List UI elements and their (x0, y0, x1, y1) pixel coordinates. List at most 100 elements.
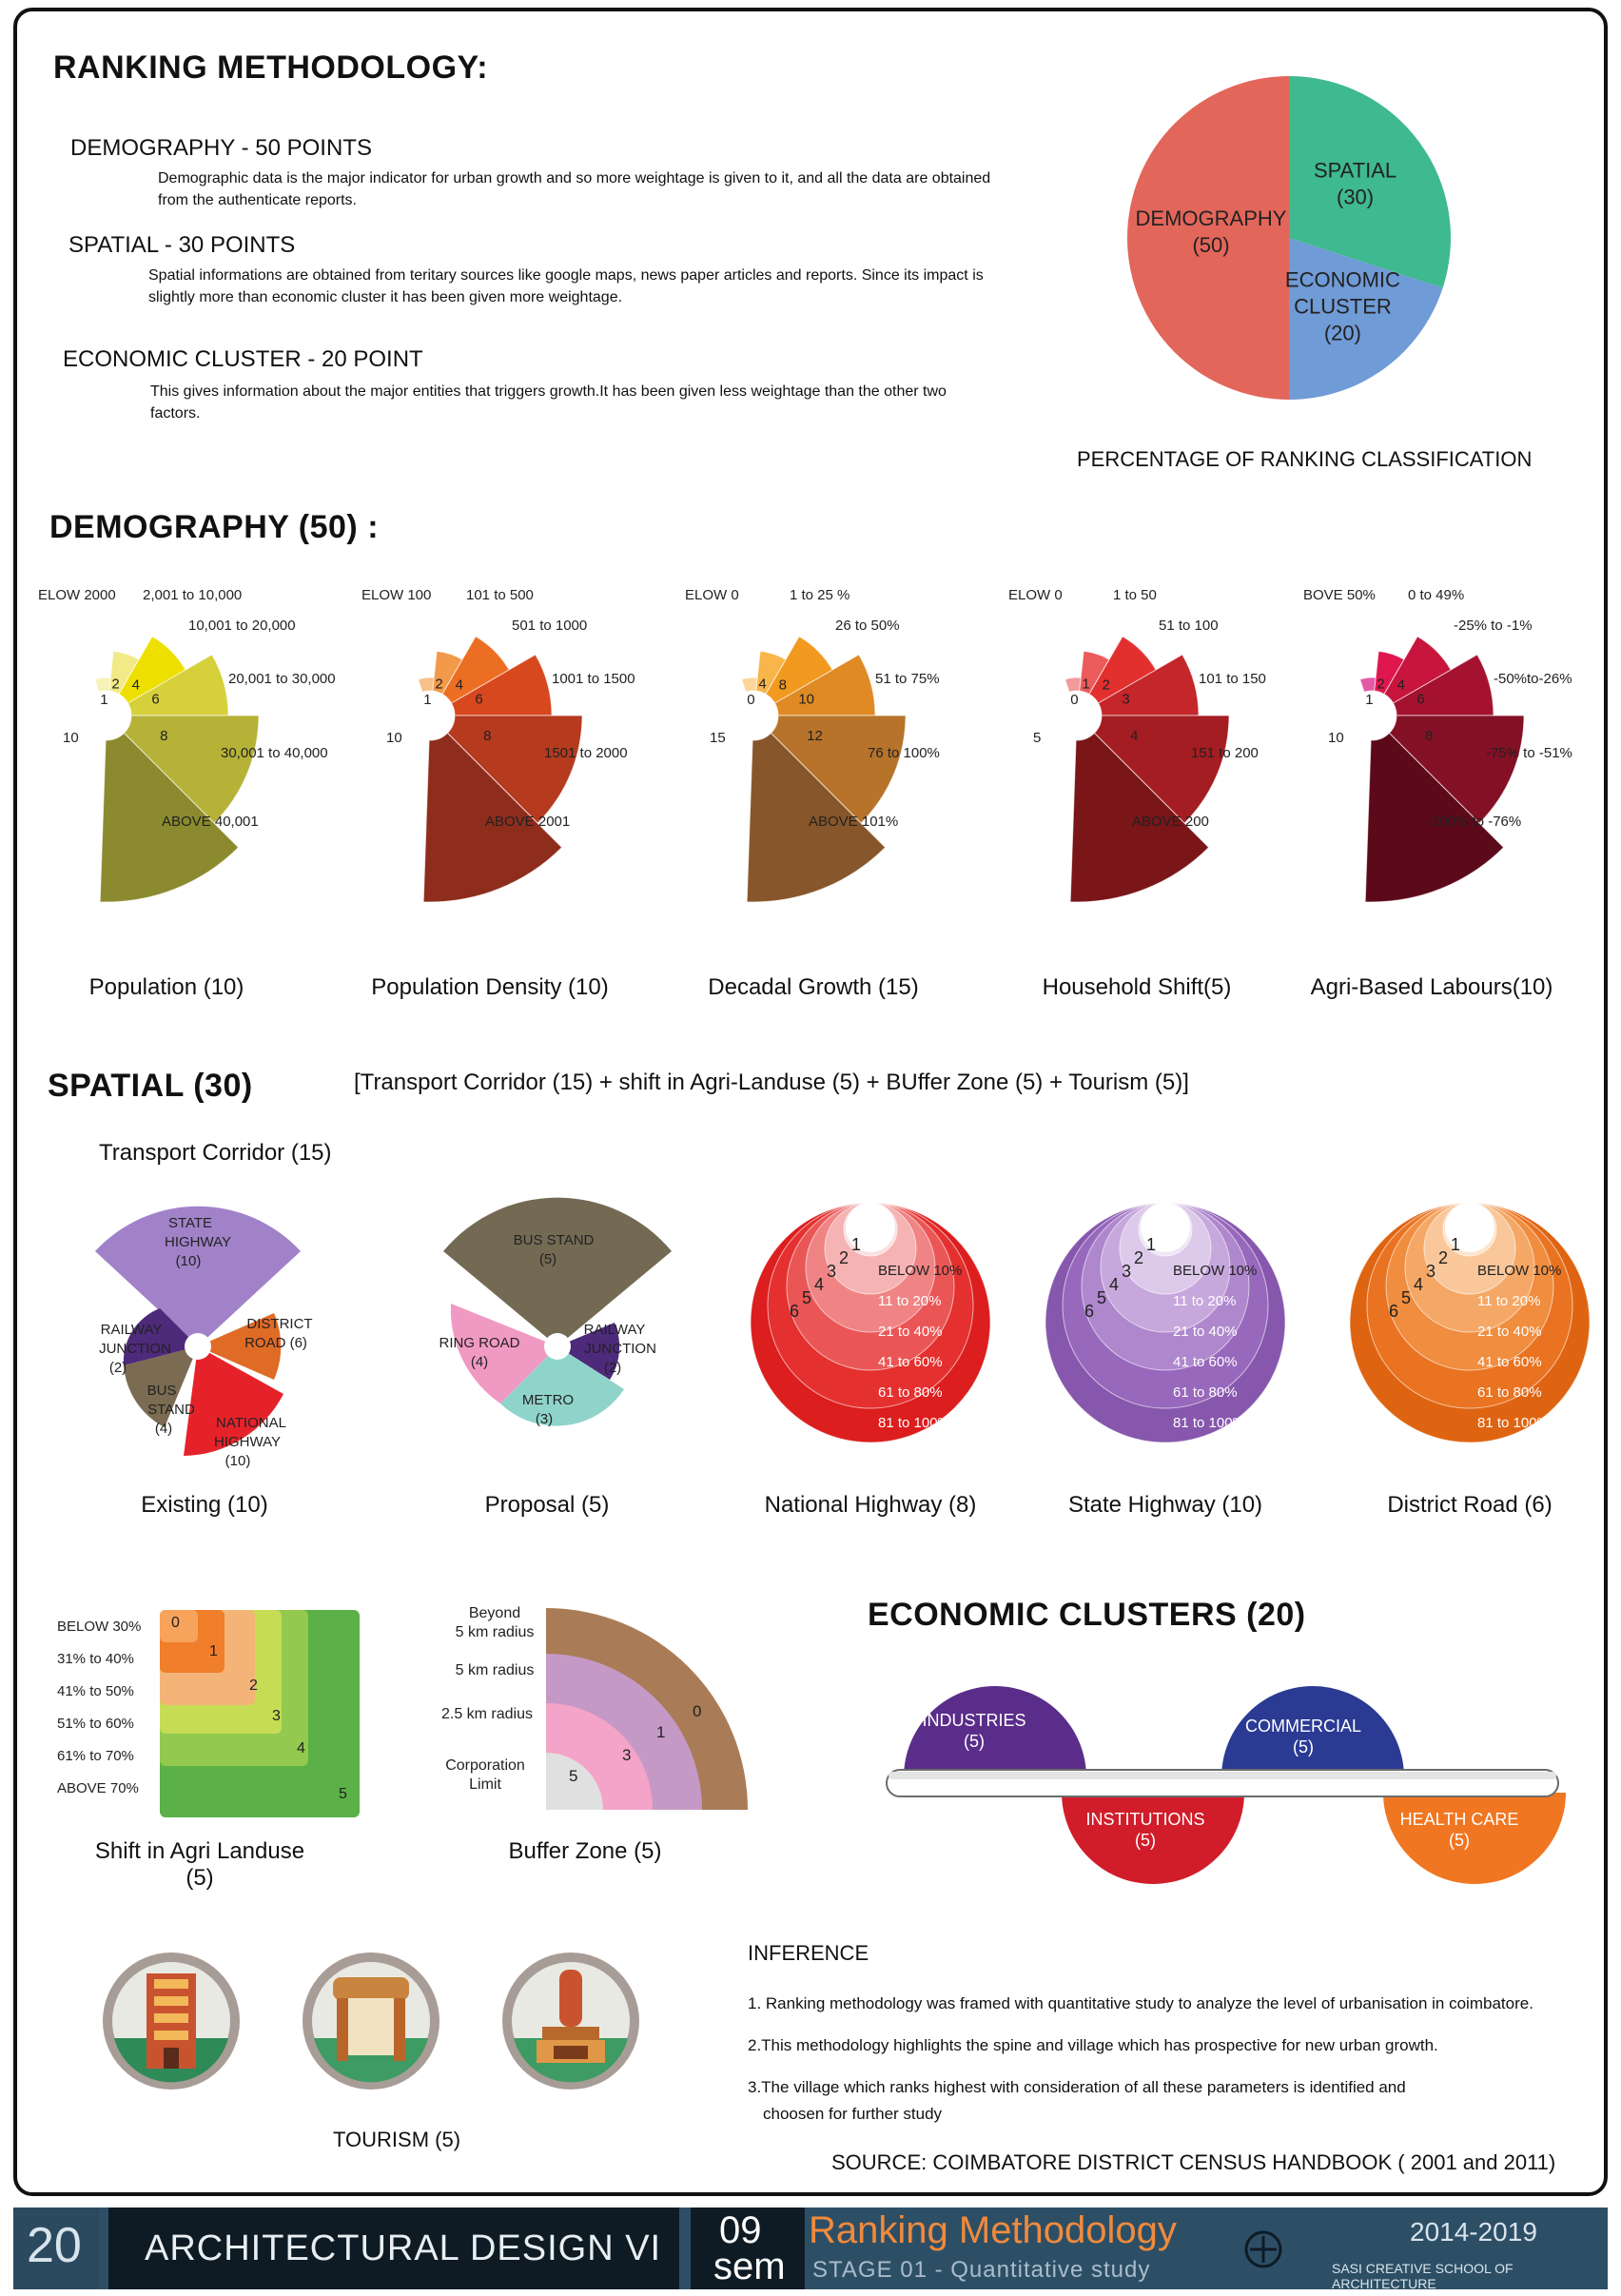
ring-score-6: 6 (1389, 1302, 1398, 1321)
agri-score-2: 1 (209, 1643, 218, 1659)
agri-score-3: 2 (249, 1678, 258, 1694)
score-5: 12 (807, 728, 823, 744)
national-highway-segment (184, 1346, 283, 1456)
agri-score-1: 0 (171, 1615, 180, 1631)
range-label-1: BELOW 0 (1008, 587, 1063, 603)
existing-transport-chart: STATE HIGHWAY (10) DISTRICT ROAD (6) NATION… (95, 1206, 313, 1469)
ring-label-2: 11 to 20% (1477, 1293, 1540, 1309)
score-4: 6 (1416, 691, 1424, 707)
inference-title: INFERENCE (748, 1941, 869, 1965)
ring-label-4: 41 to 60% (1477, 1354, 1542, 1370)
score-1: 1 (1365, 692, 1373, 708)
demography-caption-1: Population (10) (88, 974, 244, 1000)
ring-score-5: 5 (1097, 1288, 1106, 1307)
demography-caption-5: Agri-Based Labours(10) (1310, 974, 1553, 1000)
wedge-4 (450, 654, 553, 716)
ring-score-4: 4 (1109, 1275, 1119, 1294)
existing-caption: Existing (10) (141, 1492, 268, 1518)
bus-stand-segment (443, 1197, 672, 1346)
ring-score-2: 2 (1134, 1248, 1143, 1267)
score-5: 8 (160, 728, 167, 744)
spatial-heading: SPATIAL - 30 POINTS (68, 232, 296, 258)
state-highway-segment (95, 1206, 301, 1346)
svg-text:RING ROAD(4): RING ROAD (4) (439, 1335, 519, 1370)
range-label-2: 1 to 25 % (790, 587, 850, 603)
wedge-4 (127, 654, 229, 716)
range-label-6: ABOVE 101% (809, 814, 898, 830)
score-1: 0 (1070, 692, 1078, 708)
page-number: 20 (27, 2218, 82, 2273)
agri-square-1 (160, 1610, 198, 1642)
buffer-score-1: 0 (693, 1702, 701, 1720)
wedge-4 (773, 654, 876, 716)
range-label-2: 101 to 500 (466, 587, 534, 603)
inference-point-2: 2.This methodology highlights the spine … (748, 2036, 1438, 2054)
institutions-cluster (1062, 1793, 1244, 1884)
ring-score-3: 3 (827, 1262, 836, 1281)
semester-label: sem (713, 2246, 786, 2287)
economic-clusters-diagram: INDUSTRIES (5) COMMERCIAL (5) INSTITUTIONS… (886, 1686, 1566, 1884)
spatial-title: SPATIAL (30) (48, 1068, 253, 1104)
range-label-3: 10,001 to 20,000 (188, 618, 296, 634)
range-label-3: 501 to 1000 (512, 618, 587, 634)
agri-label-5: 61% to 70% (57, 1748, 134, 1764)
buffer-label-1: Beyond 5 km radius (456, 1605, 535, 1640)
economic-text: This gives information about the major e… (150, 383, 947, 422)
range-label-3: 51 to 100 (1159, 618, 1219, 634)
ring-label-5: 61 to 80% (1173, 1384, 1238, 1401)
buffer-label-4: Corporation Limit (445, 1757, 525, 1793)
agri-label-2: 31% to 40% (57, 1651, 134, 1667)
pie-label-spatial: SPATIAL (30) (1314, 158, 1396, 208)
tourism-caption: TOURISM (5) (333, 2128, 461, 2151)
range-label-6: -100% to -76% (1427, 814, 1521, 830)
buffer-zone-4 (546, 1753, 603, 1810)
ring-score-2: 2 (839, 1248, 849, 1267)
wedge-4 (1392, 654, 1494, 716)
ring-label-6: 81 to 100% (1477, 1415, 1550, 1431)
score-3: 4 (132, 677, 140, 693)
ring-label-5: 61 to 80% (878, 1384, 943, 1401)
ring-caption-3: District Road (6) (1387, 1492, 1553, 1518)
range-label-5: -75% to -51% (1486, 745, 1572, 761)
score-4: 6 (151, 691, 159, 707)
ring-score-3: 3 (1426, 1262, 1435, 1281)
transport-title: Transport Corridor (15) (99, 1140, 332, 1166)
sheet-subtitle: STAGE 01 - Quantitative study (812, 2257, 1151, 2283)
semester-number: 09 (719, 2209, 762, 2251)
wedge-1 (741, 677, 758, 693)
score-2: 2 (111, 676, 119, 692)
ring-label-6: 81 to 100% (878, 1415, 950, 1431)
agri-caption: Shift in Agri Landuse (5) (94, 1838, 305, 1891)
range-label-3: 26 to 50% (835, 618, 900, 634)
score-6: 10 (63, 730, 79, 746)
score-2: 4 (758, 676, 766, 692)
range-label-1: ABOVE 50% (1303, 587, 1376, 603)
ring-score-5: 5 (1401, 1288, 1411, 1307)
score-5: 4 (1130, 728, 1138, 744)
ring-label-3: 21 to 40% (878, 1324, 943, 1340)
score-1: 1 (423, 692, 431, 708)
wedge-4 (1097, 654, 1200, 716)
score-3: 8 (779, 677, 787, 693)
ring-score-5: 5 (802, 1288, 811, 1307)
buffer-caption: Buffer Zone (5) (508, 1838, 662, 1864)
range-label-3: -25% to -1% (1454, 618, 1533, 634)
svg-text:BUS STAND(5): BUS STAND (5) (514, 1232, 595, 1267)
school-emblem-icon (1244, 2230, 1282, 2268)
score-4: 6 (475, 691, 482, 707)
buffer-zone-chart: Beyond 5 km radius 5 km radius 2.5 km radiu… (441, 1605, 748, 1810)
ring-score-6: 6 (790, 1302, 799, 1321)
commercial-cluster (1221, 1686, 1404, 1777)
range-label-5: 151 to 200 (1191, 745, 1259, 761)
ring-label-6: 81 to 100% (1173, 1415, 1245, 1431)
ring-score-1: 1 (1451, 1235, 1460, 1254)
industries-cluster (904, 1686, 1086, 1777)
proposal-transport-chart: BUS STAND (5) RAILWAY JUNCTION (2) METRO (3)… (439, 1197, 672, 1427)
tourism-icons (103, 1953, 639, 2090)
district-road-segment (198, 1313, 282, 1380)
agri-label-4: 51% to 60% (57, 1716, 134, 1732)
ring-label-5: 61 to 80% (1477, 1384, 1542, 1401)
ring-score-1: 1 (851, 1235, 861, 1254)
